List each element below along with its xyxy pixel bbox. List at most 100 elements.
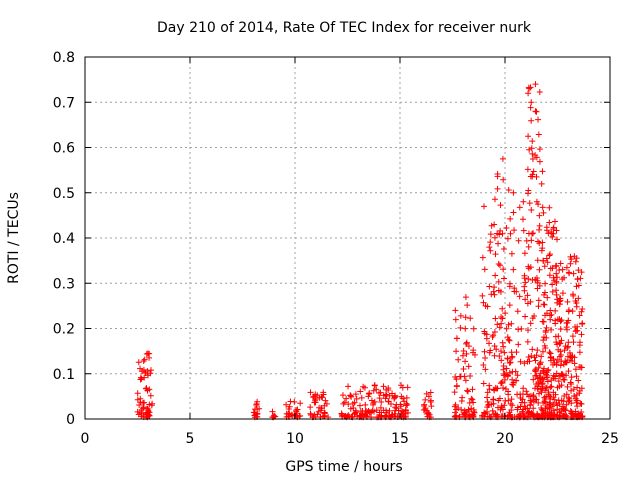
data-point	[459, 352, 466, 359]
data-point	[550, 274, 557, 281]
data-point	[140, 404, 147, 411]
data-point	[552, 373, 559, 380]
data-point	[382, 395, 389, 402]
data-point	[486, 349, 493, 356]
data-point	[536, 282, 543, 289]
data-point	[147, 392, 154, 399]
data-point	[573, 397, 580, 404]
data-point	[551, 396, 558, 403]
data-point	[506, 369, 513, 376]
data-point	[535, 201, 542, 208]
data-point	[486, 401, 493, 408]
data-point	[514, 308, 521, 315]
y-tick-label: 0.5	[53, 186, 75, 202]
data-point	[550, 372, 557, 379]
data-point	[566, 270, 573, 277]
data-point	[138, 375, 145, 382]
data-point	[480, 380, 487, 387]
data-point	[539, 348, 546, 355]
data-point	[498, 314, 505, 321]
data-point	[499, 230, 506, 237]
chart-title: Day 210 of 2014, Rate Of TEC Index for r…	[157, 20, 532, 36]
data-point	[562, 357, 569, 364]
data-point	[500, 246, 507, 253]
data-point	[507, 230, 514, 237]
data-point	[515, 237, 522, 244]
data-point	[570, 339, 577, 346]
data-point	[578, 401, 585, 408]
data-point	[144, 372, 151, 379]
data-point	[576, 342, 583, 349]
data-point	[307, 389, 314, 396]
data-point	[486, 340, 493, 347]
data-point	[568, 380, 575, 387]
data-point	[528, 399, 535, 406]
data-point	[312, 396, 319, 403]
data-point	[466, 399, 473, 406]
data-point	[549, 265, 556, 272]
data-point	[526, 85, 533, 92]
data-point	[495, 240, 502, 247]
data-point	[286, 403, 293, 410]
data-point	[578, 408, 585, 415]
data-point	[527, 401, 534, 408]
data-point	[532, 367, 539, 374]
data-point	[491, 284, 498, 291]
data-point	[509, 353, 516, 360]
y-tick-label: 0.7	[53, 95, 75, 111]
y-tick-label: 0.6	[53, 141, 75, 157]
data-point	[508, 250, 515, 257]
data-point	[540, 376, 547, 383]
data-point	[283, 401, 290, 408]
data-point	[514, 406, 521, 413]
data-point	[136, 402, 143, 409]
data-point	[425, 393, 432, 400]
data-point	[481, 266, 488, 273]
data-point	[505, 391, 512, 398]
data-point	[522, 313, 529, 320]
data-point	[532, 357, 539, 364]
data-point	[524, 166, 531, 173]
data-point	[576, 312, 583, 319]
data-point	[540, 337, 547, 344]
data-point	[533, 154, 540, 161]
data-point	[497, 202, 504, 209]
data-point	[498, 348, 505, 355]
data-point	[404, 401, 411, 408]
data-point	[491, 196, 498, 203]
data-point	[521, 275, 528, 282]
x-axis-label: GPS time / hours	[285, 459, 402, 475]
data-point	[509, 381, 516, 388]
data-point	[455, 356, 462, 363]
data-point	[521, 283, 528, 290]
data-point	[366, 390, 373, 397]
data-point	[537, 375, 544, 382]
data-point	[563, 320, 570, 327]
data-point	[462, 314, 469, 321]
data-point	[349, 400, 356, 407]
data-point	[541, 394, 548, 401]
data-point	[527, 298, 534, 305]
data-point	[465, 408, 472, 415]
data-point	[427, 397, 434, 404]
data-point	[251, 412, 258, 419]
data-point	[532, 372, 539, 379]
data-point	[293, 408, 300, 415]
data-point	[343, 395, 350, 402]
data-point	[461, 373, 468, 380]
data-point	[134, 408, 141, 415]
data-point	[338, 411, 345, 418]
data-point	[371, 382, 378, 389]
data-point	[506, 337, 513, 344]
data-point	[486, 413, 493, 420]
data-point	[571, 360, 578, 367]
data-point	[494, 321, 501, 328]
data-point	[546, 349, 553, 356]
data-point	[538, 180, 545, 187]
data-point	[539, 204, 546, 211]
data-point	[403, 394, 410, 401]
data-point	[457, 324, 464, 331]
data-point	[554, 274, 561, 281]
data-point	[462, 358, 469, 365]
